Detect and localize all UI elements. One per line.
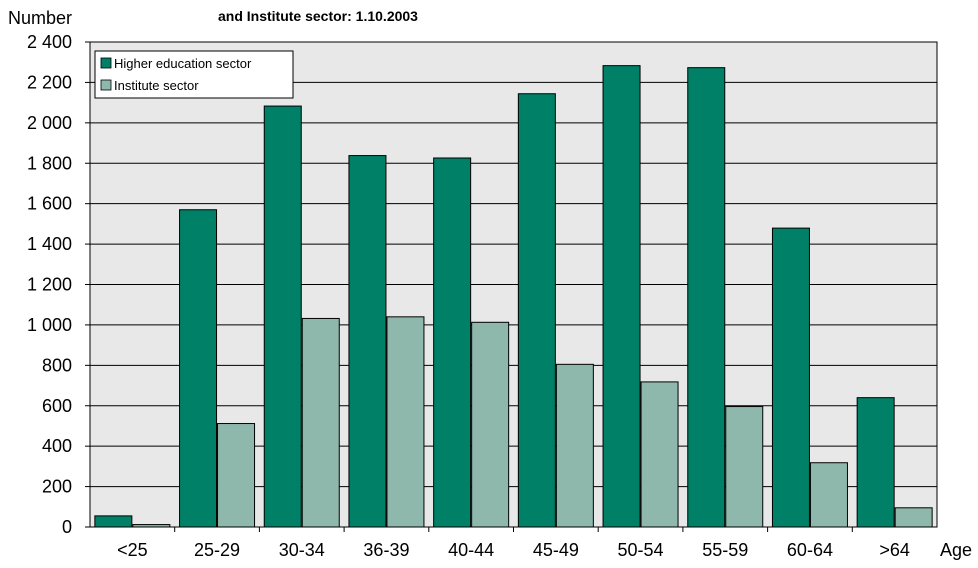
x-tick-label: 45-49 [533,540,579,560]
y-tick-label: 2 000 [27,113,72,133]
y-tick-labels: 0 200 400 600 800 1 000 1 200 1 400 1 600 1 800 2 … [27,32,90,537]
bar-higher-education-5 [517,93,556,528]
bar-institute-3 [386,316,425,528]
bar-institute-5 [555,363,594,528]
y-tick-label: 0 [62,517,72,537]
y-tick-label: 1 600 [27,194,72,214]
plot-border [89,41,938,528]
y-tick-label: 600 [42,396,72,416]
legend-label-higher-education: Higher education sector [114,56,252,71]
bar-institute-7 [725,406,764,528]
bar-higher-education-9 [856,397,895,528]
legend-label-institute: Institute sector [114,78,199,93]
bar-higher-education-2 [263,105,302,528]
y-tick-label: 400 [42,436,72,456]
y-tick-label: 1 200 [27,275,72,295]
bar-institute-4 [471,321,510,528]
bar-institute-8 [809,462,848,528]
x-tick-label: 36-39 [363,540,409,560]
legend-swatch-institute [100,79,112,91]
bar-higher-education-4 [433,157,472,528]
y-axis-label: Number [8,8,72,28]
y-tick-label: 2 200 [27,72,72,92]
y-tick-label: 2 400 [27,32,72,52]
y-tick-label: 1 800 [27,153,72,173]
x-tick-label: 30-34 [279,540,325,560]
y-tick-label: 1 400 [27,234,72,254]
x-tick-label: 40-44 [448,540,494,560]
bar-institute-2 [301,317,340,528]
legend-box [94,50,294,99]
legend-swatch-higher-education [100,57,112,69]
x-tick-label: 60-64 [787,540,833,560]
x-tick-label: 55-59 [702,540,748,560]
x-tick-label: 25-29 [194,540,240,560]
y-tick-label: 1 000 [27,315,72,335]
bar-institute-9 [894,507,933,528]
x-tick-label: 50-54 [618,540,664,560]
x-tick-labels: <25 25-29 30-34 36-39 40-44 45-49 50-54 55-59 60… [117,527,910,560]
x-tick-label: >64 [879,540,910,560]
x-axis-label: Age [940,540,972,560]
gridlines [90,81,937,488]
bar-higher-education-0 [94,515,133,528]
legend: Higher education sector Institute sector [94,50,294,99]
bar-institute-6 [640,381,679,528]
bars [94,65,933,528]
y-tick-label: 800 [42,355,72,375]
bar-higher-education-1 [179,209,218,528]
bar-higher-education-8 [771,227,810,528]
bar-higher-education-7 [687,67,726,528]
bar-higher-education-6 [602,65,641,528]
chart-title: and Institute sector: 1.10.2003 [218,8,418,24]
y-tick-label: 200 [42,477,72,497]
bar-higher-education-3 [348,155,387,528]
bar-institute-1 [217,423,256,528]
x-tick-label: <25 [117,540,148,560]
